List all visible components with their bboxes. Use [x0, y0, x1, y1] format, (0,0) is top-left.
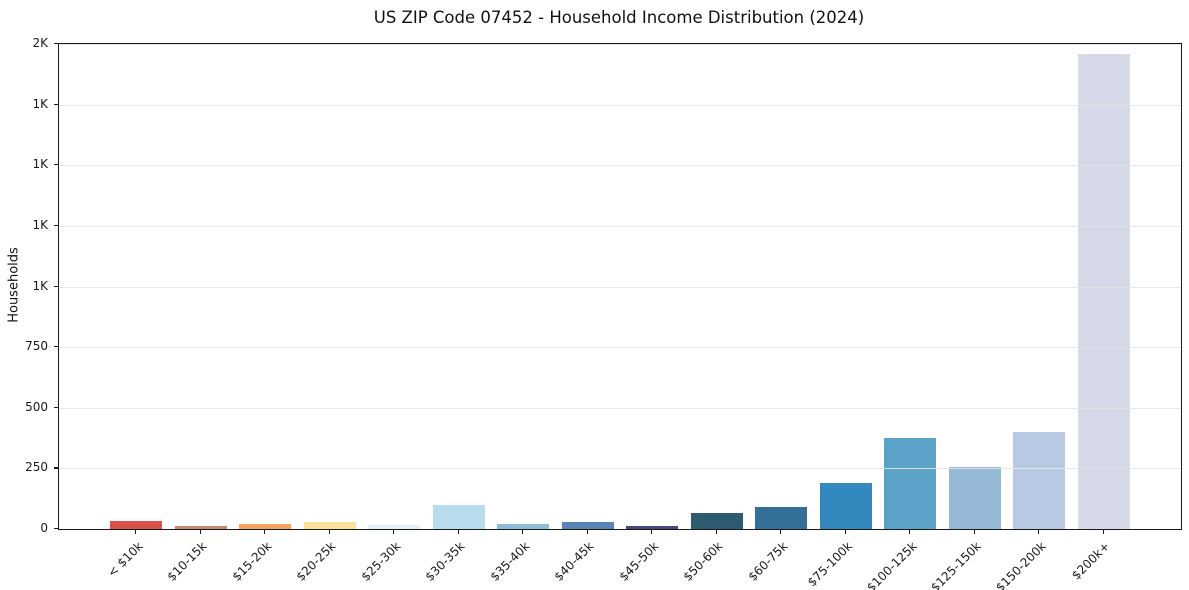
x-tickmark	[135, 529, 137, 534]
y-tickmark	[54, 528, 59, 530]
x-tickmark	[457, 529, 459, 534]
x-tickmark	[909, 529, 911, 534]
x-tickmark	[522, 529, 524, 534]
bar	[497, 523, 550, 529]
bar	[368, 525, 421, 529]
x-tickmark	[393, 529, 395, 534]
bar	[174, 526, 227, 529]
gridline	[59, 165, 1181, 167]
bar	[110, 520, 163, 529]
bar	[1077, 53, 1130, 529]
x-tick-label: $50-60k	[680, 539, 726, 584]
x-tickmark	[1038, 529, 1040, 534]
y-tick-label: 0	[40, 521, 48, 535]
y-tickmark	[54, 103, 59, 105]
y-tickmark	[54, 224, 59, 227]
x-tickmark	[264, 529, 266, 534]
x-tick-label: $60-75k	[745, 539, 791, 584]
gridline	[59, 286, 1181, 288]
x-tick-label: $25-30k	[358, 539, 404, 584]
x-tickmark	[973, 529, 975, 534]
x-tick-label: $45-50k	[616, 539, 662, 584]
x-tickmark	[328, 529, 330, 534]
bar	[303, 522, 356, 529]
x-axis-ticks: < $10k $10-15k $15-20k $20-25k $25-30k $30-35…	[58, 529, 1180, 590]
y-axis-ticks: 0 250 500 750 1K 1K 1K 1K 2K	[0, 36, 59, 535]
gridline	[59, 44, 1181, 45]
x-tick-label: < $10k	[104, 539, 146, 580]
y-tickmark	[54, 164, 59, 166]
y-tickmark	[54, 285, 59, 287]
x-tickmark	[586, 529, 588, 534]
bar	[561, 521, 614, 529]
bar	[626, 525, 679, 529]
gridline	[59, 347, 1181, 349]
plot-area	[58, 43, 1182, 530]
x-tick-label: $200k+	[1069, 539, 1113, 583]
y-tick-label: 500	[25, 399, 48, 414]
bar	[948, 467, 1001, 529]
bar	[1013, 432, 1066, 529]
gridline	[59, 225, 1181, 227]
y-tickmark	[54, 406, 59, 408]
chart-title: US ZIP Code 07452 - Household Income Dis…	[373, 8, 865, 27]
x-tick-label: $10-15k	[164, 539, 210, 584]
y-tickmark	[54, 467, 59, 469]
y-tick-label: 750	[25, 339, 48, 354]
x-tickmark	[715, 529, 717, 534]
y-tick-label: 1K	[32, 217, 48, 232]
gridline	[59, 407, 1181, 409]
y-tick-label: 1K	[32, 96, 48, 111]
gridline	[59, 104, 1181, 106]
x-tickmark	[651, 529, 653, 534]
y-tick-label: 1K	[32, 157, 48, 172]
bar	[432, 504, 485, 529]
gridline	[59, 468, 1181, 470]
x-tick-label: $75-100k	[804, 539, 855, 590]
x-tick-label: $35-40k	[487, 539, 533, 584]
y-tick-label: 250	[25, 460, 48, 475]
x-tickmark	[844, 529, 846, 534]
y-tickmark	[54, 346, 59, 348]
x-tickmark	[1102, 529, 1104, 534]
y-tick-label: 2K	[32, 36, 48, 50]
bar	[690, 512, 743, 529]
y-tick-label: 1K	[32, 278, 48, 293]
x-tick-label: $20-25k	[293, 539, 339, 584]
bar	[755, 507, 808, 529]
bar	[884, 438, 937, 529]
x-tick-label: $30-35k	[422, 539, 468, 584]
y-tickmark	[54, 43, 59, 45]
x-tick-label: $125-150k	[927, 539, 984, 590]
x-tickmark	[199, 529, 201, 534]
bar	[239, 523, 292, 529]
bar	[819, 482, 872, 529]
x-tick-label: $40-45k	[551, 539, 597, 584]
x-tick-label: $150-200k	[992, 539, 1049, 590]
x-tickmark	[780, 529, 782, 534]
x-tick-label: $15-20k	[229, 539, 275, 584]
x-tick-label: $100-125k	[863, 539, 920, 590]
